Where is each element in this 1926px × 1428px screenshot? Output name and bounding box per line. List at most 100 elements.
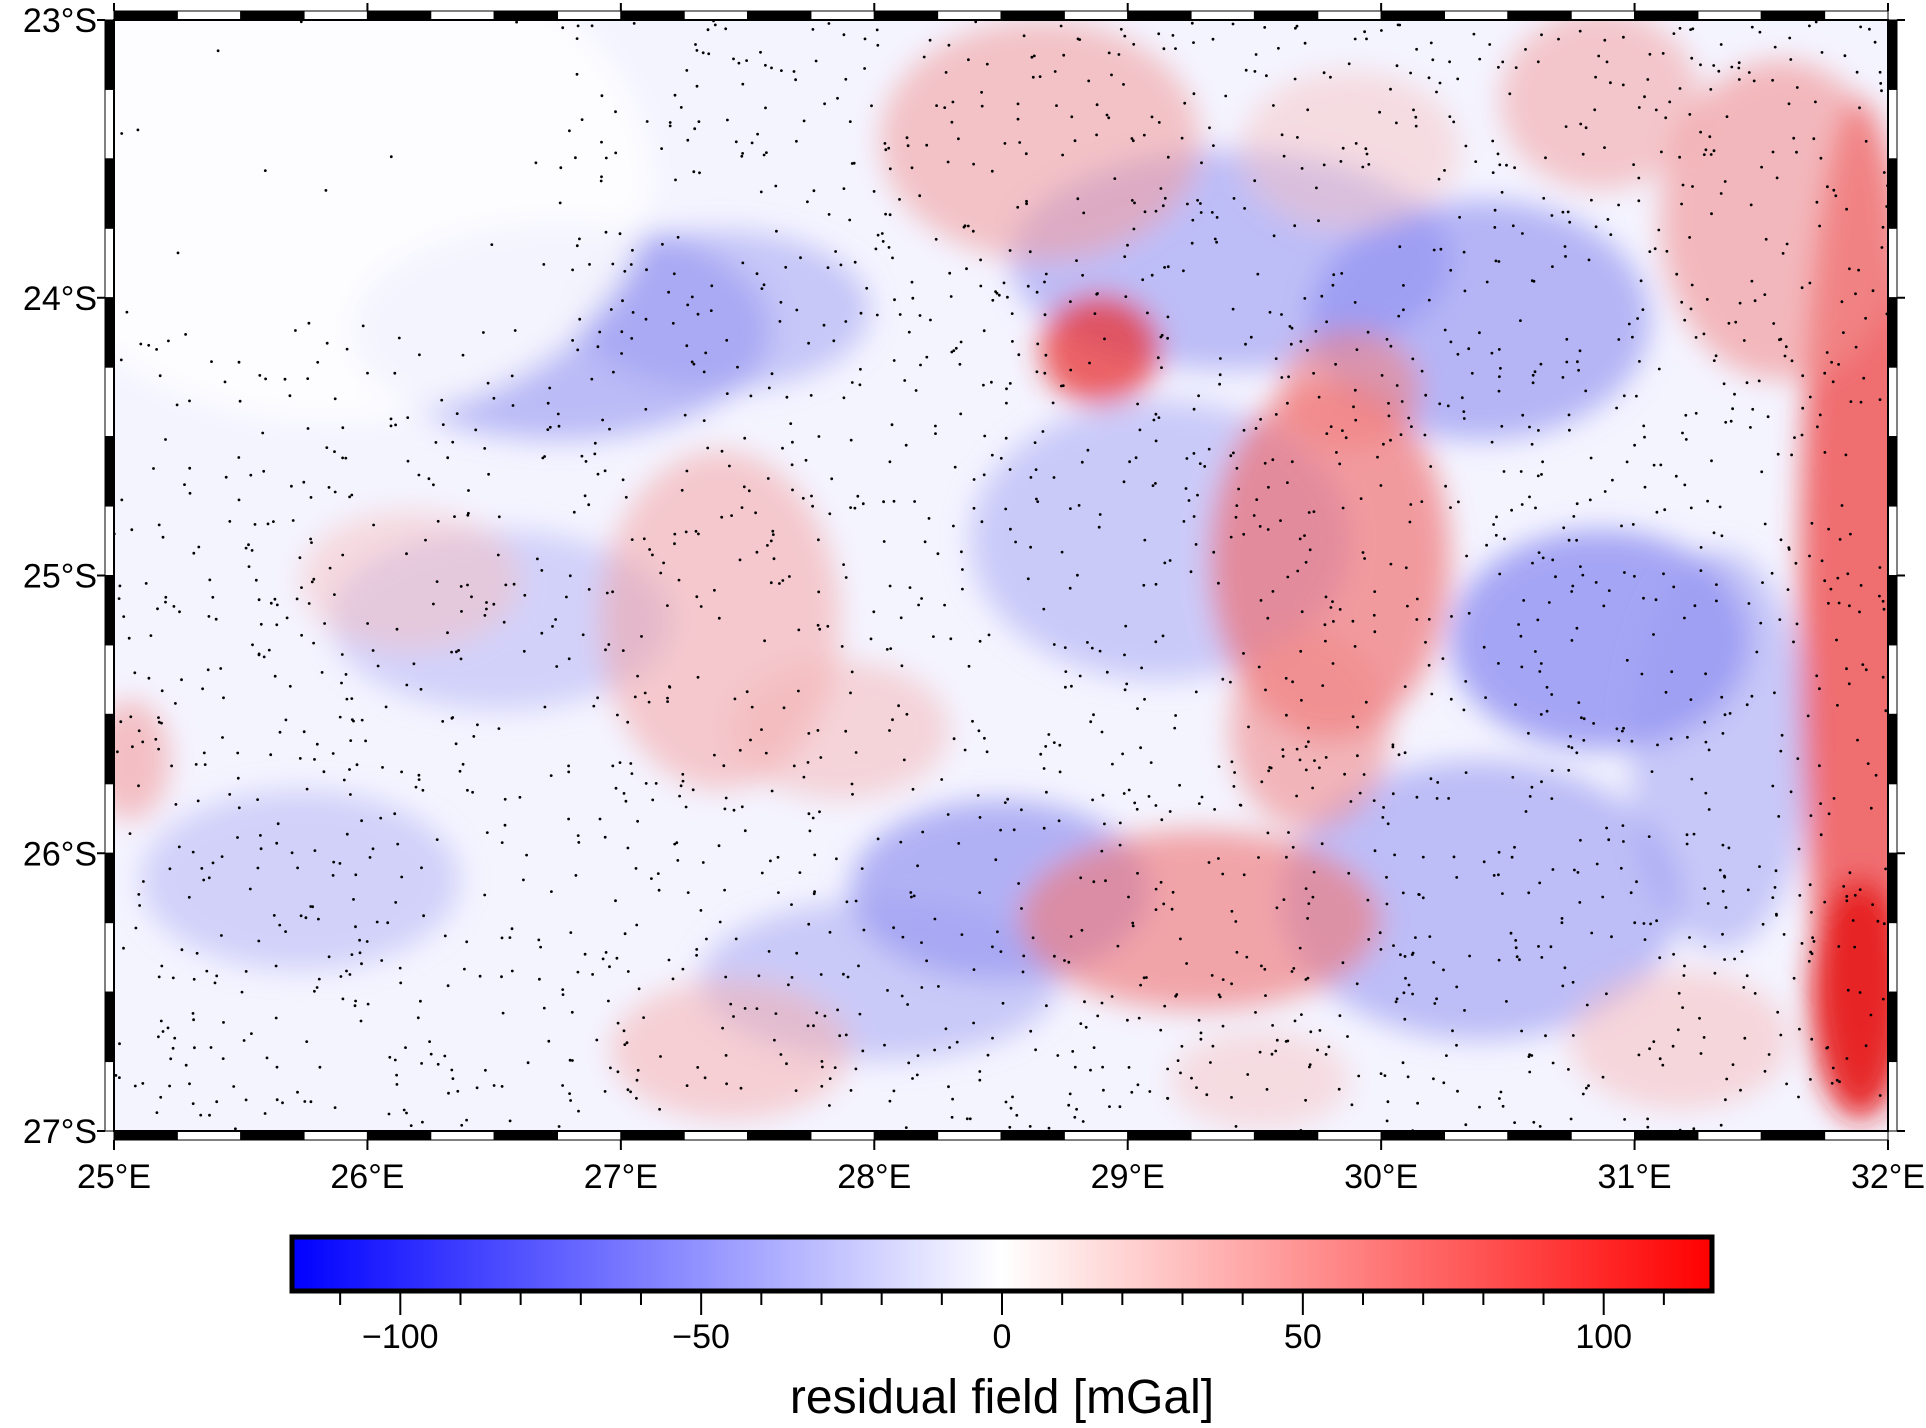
station-point	[1849, 400, 1853, 403]
station-point	[1404, 976, 1407, 980]
station-point	[1837, 945, 1841, 948]
station-point	[1096, 292, 1099, 295]
station-point	[799, 256, 802, 260]
station-point	[949, 637, 953, 641]
station-point	[178, 610, 181, 614]
station-point	[180, 678, 183, 682]
station-point	[1402, 284, 1405, 287]
station-point	[168, 1084, 172, 1088]
station-point	[1217, 765, 1221, 768]
station-point	[1199, 1037, 1203, 1041]
station-point	[822, 323, 826, 327]
station-point	[457, 649, 460, 652]
station-point	[1622, 726, 1625, 730]
station-point	[1619, 866, 1623, 870]
station-point	[979, 284, 983, 288]
station-point	[500, 936, 504, 940]
station-point	[1092, 1046, 1096, 1049]
station-point	[741, 152, 744, 155]
station-point	[1737, 61, 1741, 65]
station-point	[196, 799, 200, 803]
station-point	[1808, 24, 1811, 28]
frame-segment-top	[557, 10, 622, 21]
station-point	[1415, 618, 1419, 621]
station-point	[1881, 599, 1885, 603]
station-point	[916, 1054, 920, 1057]
station-point	[706, 28, 710, 32]
frame-segment-bottom	[1000, 1130, 1065, 1141]
station-point	[905, 712, 909, 716]
station-point	[1718, 868, 1722, 872]
station-point	[194, 763, 198, 766]
station-point	[414, 785, 418, 789]
station-point	[695, 948, 699, 951]
station-point	[1341, 146, 1345, 150]
station-point	[432, 483, 435, 487]
station-point	[1702, 1036, 1706, 1039]
station-point	[325, 341, 329, 345]
station-point	[290, 484, 293, 488]
station-point	[697, 532, 700, 536]
station-point	[1197, 802, 1201, 805]
station-point	[1286, 401, 1289, 405]
station-point	[1551, 558, 1555, 562]
station-point	[421, 788, 425, 792]
station-point	[320, 671, 324, 674]
station-point	[899, 616, 903, 620]
station-point	[1831, 380, 1835, 384]
station-point	[1460, 396, 1464, 400]
station-point	[1798, 894, 1802, 897]
station-point	[1070, 684, 1073, 688]
station-point	[381, 766, 384, 769]
station-point	[1727, 321, 1731, 325]
station-point	[848, 120, 852, 123]
station-point	[1389, 87, 1392, 91]
station-point	[1016, 117, 1020, 121]
station-point	[1058, 743, 1062, 747]
station-point	[1785, 242, 1789, 246]
station-point	[1719, 1123, 1723, 1127]
station-point	[1123, 34, 1127, 38]
station-point	[888, 213, 892, 217]
station-point	[1119, 27, 1123, 31]
station-point	[455, 650, 458, 654]
station-point	[723, 807, 727, 811]
station-point	[283, 377, 287, 381]
station-point	[315, 742, 319, 746]
station-point	[1089, 1068, 1092, 1072]
frame-segment-bottom	[1253, 1130, 1319, 1141]
station-point	[294, 329, 297, 332]
station-point	[192, 977, 196, 981]
station-point	[1128, 460, 1131, 464]
station-point	[1562, 526, 1566, 530]
station-point	[1450, 615, 1453, 618]
station-point	[541, 456, 545, 460]
station-point	[396, 842, 400, 846]
station-point	[949, 295, 953, 298]
station-point	[1229, 454, 1233, 458]
station-point	[1331, 283, 1335, 287]
station-point	[1298, 758, 1302, 762]
station-point	[734, 937, 738, 941]
station-point	[446, 456, 450, 460]
station-point	[1017, 353, 1021, 357]
station-point	[1429, 465, 1433, 468]
frame-segment-right	[1887, 644, 1898, 715]
station-point	[269, 753, 273, 757]
station-point	[673, 842, 677, 846]
station-point	[1585, 1003, 1589, 1007]
station-point	[1499, 1090, 1503, 1094]
station-point	[1395, 64, 1399, 68]
station-point	[365, 940, 369, 943]
station-point	[443, 934, 447, 938]
station-point	[207, 876, 211, 880]
station-point	[713, 23, 717, 27]
station-point	[1022, 34, 1026, 38]
station-point	[1579, 838, 1582, 842]
station-point	[496, 553, 500, 557]
station-point	[1230, 1096, 1233, 1099]
station-point	[1631, 523, 1635, 526]
map-panel[interactable]: 25°E 26°E 27°E 28°E 29°E 30°E 31°E 32°E 23°S24°…	[10, 0, 1925, 1196]
station-point	[547, 1039, 551, 1043]
